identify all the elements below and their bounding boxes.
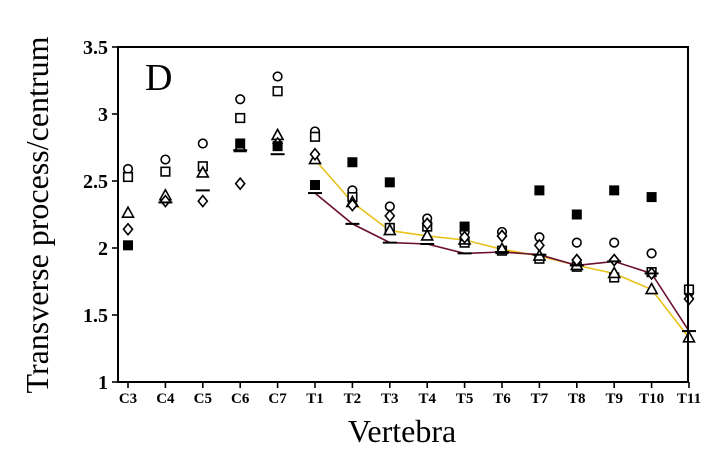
x-tick-label-c5: C5 [194,391,212,407]
x-tick-label-t6: T6 [493,391,511,407]
diamond-point-t4 [421,217,433,231]
axis-ticks: 1 1.5 2 2.5 3 3.5 C3 C4 C5 C6 C7 T1 T2 T3 T4 T5 T6 T7 T8 T9… [83,37,701,407]
diamond-point-c3 [122,222,134,237]
x-tick-label-c3: C3 [119,391,137,407]
diamond-point-t5 [459,230,471,245]
circle-point-t9 [609,237,620,248]
y-tick-label-2.5: 2.5 [83,171,108,193]
diamond-point-c4 [159,194,171,208]
x-tick-label-c7: C7 [268,391,287,407]
chart-marks [121,71,696,343]
triangle-point-t3 [382,222,397,236]
y-tick-label-2: 2 [98,238,108,260]
filled-square-point-t1 [310,180,320,191]
diamond-point-t3 [384,209,396,223]
y-tick-label-3: 3 [98,104,108,126]
filled-square-point-c6 [235,138,246,149]
triangle-point-t4 [420,228,435,241]
filled-square-point-c7 [272,141,283,152]
x-tick-label-t8: T8 [568,391,586,407]
filled-square-point-t8 [571,209,582,220]
triangle-point-t9 [607,265,622,279]
diamond-point-t2 [346,198,358,212]
triangle-point-t10 [644,281,659,295]
diamond-point-t6 [496,229,508,243]
diamond-point-t9 [608,253,620,267]
x-tick-label-t1: T1 [306,391,324,407]
x-tick-label-t10: T10 [639,391,664,407]
diamond-point-t7 [533,238,545,253]
trend-line-2 [314,192,690,332]
x-tick-label-t2: T2 [344,391,362,407]
circle-point-c6 [235,94,246,105]
circle-point-t10 [646,248,657,259]
x-tick-label-t4: T4 [418,391,436,407]
filled-square-point-t9 [609,185,620,196]
triangle-point-c5 [195,165,210,178]
x-tick-label-t9: T9 [605,391,623,407]
circle-point-c4 [160,154,171,165]
x-tick-label-t5: T5 [456,391,474,407]
circle-point-t8 [571,237,582,248]
square-point-t1 [309,131,321,142]
x-tick-label-t3: T3 [381,391,399,407]
y-tick-label-1: 1 [98,372,108,394]
square-point-c4 [160,166,171,177]
y-axis-title: Transverse process/centrum [19,36,55,393]
diamond-point-c6 [234,176,246,191]
diamond-point-t1 [309,147,321,161]
x-tick-label-t11: T11 [677,391,701,407]
square-point-c3 [122,171,134,183]
circle-point-c5 [197,138,208,149]
y-tick-label-1.5: 1.5 [83,305,108,327]
filled-square-point-t5 [459,221,470,232]
triangle-point-t6 [495,241,509,255]
plot-frame [117,46,689,383]
panel-label: D [145,57,172,99]
x-tick-label-t7: T7 [531,391,549,407]
triangle-point-c3 [121,205,135,218]
y-tick-label-3.5: 3.5 [83,37,108,59]
filled-square-point-t3 [384,177,395,188]
x-axis-title: Vertebra [348,413,456,449]
square-point-c6 [235,112,246,124]
filled-square-point-t2 [347,157,358,168]
filled-square-point-t10 [646,192,657,203]
filled-square-point-t7 [534,185,545,196]
x-tick-label-c6: C6 [231,391,250,407]
diamond-point-c5 [197,194,209,208]
filled-square-point-c3 [123,240,133,251]
circle-point-c7 [272,71,283,82]
square-point-c7 [272,86,283,97]
x-tick-label-c4: C4 [156,391,175,407]
